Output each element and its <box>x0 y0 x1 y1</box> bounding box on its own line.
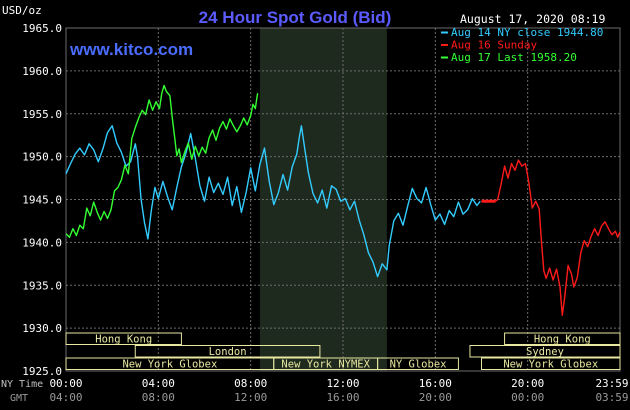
session-label: New York Globex <box>122 359 217 371</box>
session-box <box>481 357 621 370</box>
x-tick-label-ny: 04:00 <box>142 377 175 390</box>
x-tick-label-ny: 16:00 <box>419 377 452 390</box>
y-tick-label: 1935.0 <box>22 279 62 292</box>
x-tick-label-ny: 23:59 <box>595 377 628 390</box>
y-tick-label: 1955.0 <box>22 108 62 121</box>
legend-entry: Aug 14 NY close 1944.80 <box>451 26 603 39</box>
watermark-url: www.kitco.com <box>69 40 193 59</box>
x-axis-ticks: NY Time GMT 00:00 04:00 08:00 12:00 16:00 20:… <box>1 377 629 404</box>
x-tick-label-gmt: 03:59 <box>595 391 628 404</box>
y-tick-label: 1945.0 <box>22 194 62 207</box>
ny-time-label: NY Time <box>1 379 43 390</box>
chart-title: 24 Hour Spot Gold (Bid) <box>199 8 392 27</box>
y-tick-label: 1950.0 <box>22 151 62 164</box>
session-label: Hong Kong <box>534 334 591 346</box>
chart-date: August 17, 2020 08:19 <box>460 12 605 26</box>
x-tick-label-gmt: 00:00 <box>511 391 544 404</box>
x-tick-label-gmt: 12:00 <box>234 391 267 404</box>
series-line-3 <box>65 84 259 238</box>
session-box <box>377 357 459 370</box>
y-tick-label: 1930.0 <box>22 322 62 335</box>
session-box <box>134 345 321 358</box>
session-label: New York Globex <box>503 359 598 371</box>
x-tick-label-ny: 12:00 <box>326 377 359 390</box>
session-box <box>504 332 621 345</box>
session-label: NY Globex <box>390 359 447 371</box>
y-tick-label: 1940.0 <box>22 236 62 249</box>
y-tick-label: 1960.0 <box>22 65 62 78</box>
session-box <box>469 345 621 358</box>
session-label: Sydney <box>526 346 564 358</box>
session-label: London <box>209 346 247 358</box>
session-box <box>65 332 182 345</box>
y-axis-ticks: 1965.0 1960.0 1955.0 1950.0 1945.0 1940.0 1935… <box>22 22 62 378</box>
session-label: New York NYMEX <box>281 359 370 371</box>
y-tick-label: 1925.0 <box>22 365 62 378</box>
y-axis-label: USD/oz <box>2 4 42 17</box>
series-line-2 <box>481 159 621 316</box>
x-tick-label-gmt: 04:00 <box>49 391 82 404</box>
legend-entry: Aug 17 Last 1958.20 <box>451 51 577 64</box>
y-tick-label: 1965.0 <box>22 22 62 35</box>
series-line-1 <box>65 125 481 278</box>
gmt-label: GMT <box>10 393 28 404</box>
x-tick-label-ny: 08:00 <box>234 377 267 390</box>
x-tick-label-gmt: 16:00 <box>326 391 359 404</box>
x-tick-label-ny: 20:00 <box>511 377 544 390</box>
x-tick-label-gmt: 20:00 <box>419 391 452 404</box>
x-tick-label-ny: 00:00 <box>49 377 82 390</box>
legend-entry: Aug 16 Sunday <box>451 39 537 52</box>
x-tick-label-gmt: 08:00 <box>142 391 175 404</box>
plot-frame <box>65 27 621 372</box>
session-label: Hong Kong <box>95 334 152 346</box>
